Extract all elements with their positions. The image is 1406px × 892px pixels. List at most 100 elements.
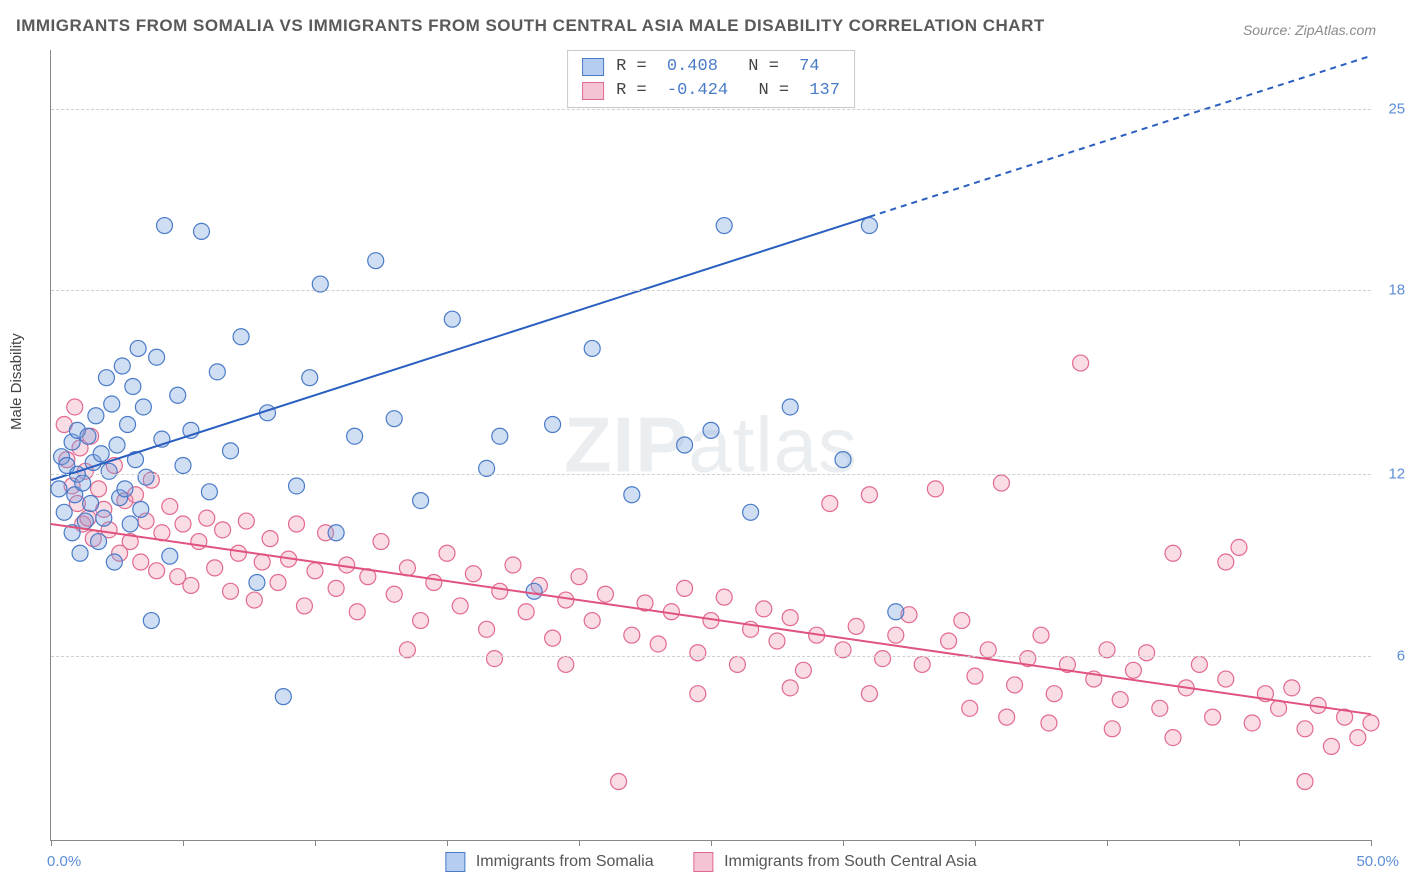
scatter-point xyxy=(624,487,640,503)
chart-svg xyxy=(51,50,1371,840)
scatter-point xyxy=(487,651,503,667)
scatter-point xyxy=(386,411,402,427)
x-tick xyxy=(1107,840,1108,846)
scatter-point xyxy=(133,554,149,570)
scatter-point xyxy=(558,656,574,672)
scatter-point xyxy=(1271,700,1287,716)
scatter-point xyxy=(207,560,223,576)
scatter-point xyxy=(1139,645,1155,661)
scatter-point xyxy=(1297,721,1313,737)
scatter-point xyxy=(199,510,215,526)
gridline-h xyxy=(51,474,1371,475)
scatter-point xyxy=(270,575,286,591)
scatter-point xyxy=(1231,539,1247,555)
x-max-label: 50.0% xyxy=(1356,853,1399,870)
scatter-point xyxy=(328,580,344,596)
scatter-point xyxy=(861,218,877,234)
scatter-point xyxy=(914,656,930,672)
scatter-point xyxy=(101,463,117,479)
scatter-point xyxy=(624,627,640,643)
scatter-point xyxy=(492,583,508,599)
scatter-point xyxy=(125,378,141,394)
scatter-point xyxy=(1112,692,1128,708)
scatter-point xyxy=(795,662,811,678)
scatter-point xyxy=(289,516,305,532)
scatter-point xyxy=(157,218,173,234)
scatter-point xyxy=(328,525,344,541)
x-min-label: 0.0% xyxy=(47,853,81,870)
scatter-point xyxy=(690,645,706,661)
scatter-point xyxy=(104,396,120,412)
scatter-point xyxy=(230,545,246,561)
scatter-point xyxy=(302,370,318,386)
scatter-point xyxy=(1297,773,1313,789)
x-tick xyxy=(843,840,844,846)
scatter-point xyxy=(848,618,864,634)
scatter-point xyxy=(191,534,207,550)
stats-n-somalia: 74 xyxy=(799,55,819,79)
scatter-point xyxy=(444,311,460,327)
scatter-point xyxy=(1104,721,1120,737)
stats-r-sca: -0.424 xyxy=(667,79,728,103)
scatter-point xyxy=(223,443,239,459)
scatter-point xyxy=(1191,656,1207,672)
scatter-point xyxy=(941,633,957,649)
scatter-point xyxy=(729,656,745,672)
scatter-point xyxy=(439,545,455,561)
scatter-point xyxy=(399,560,415,576)
scatter-point xyxy=(75,475,91,491)
scatter-point xyxy=(465,566,481,582)
scatter-point xyxy=(1041,715,1057,731)
scatter-point xyxy=(201,484,217,500)
scatter-point xyxy=(275,689,291,705)
scatter-point xyxy=(413,613,429,629)
stats-row-somalia: R = 0.408 N = 74 xyxy=(582,55,840,79)
x-tick xyxy=(579,840,580,846)
plot-area: ZIPatlas R = 0.408 N = 74 R = -0.424 N =… xyxy=(50,50,1371,841)
scatter-point xyxy=(349,604,365,620)
scatter-point xyxy=(93,446,109,462)
scatter-point xyxy=(1363,715,1379,731)
scatter-point xyxy=(133,501,149,517)
scatter-point xyxy=(249,575,265,591)
scatter-point xyxy=(782,680,798,696)
scatter-point xyxy=(1350,730,1366,746)
x-tick xyxy=(51,840,52,846)
x-tick xyxy=(183,840,184,846)
scatter-point xyxy=(650,636,666,652)
scatter-point xyxy=(183,577,199,593)
scatter-point xyxy=(769,633,785,649)
legend-swatch-somalia xyxy=(445,852,465,872)
scatter-point xyxy=(262,531,278,547)
scatter-point xyxy=(114,358,130,374)
stats-row-sca: R = -0.424 N = 137 xyxy=(582,79,840,103)
scatter-point xyxy=(72,545,88,561)
scatter-point xyxy=(611,773,627,789)
scatter-point xyxy=(175,516,191,532)
scatter-point xyxy=(223,583,239,599)
scatter-point xyxy=(193,223,209,239)
scatter-point xyxy=(962,700,978,716)
stats-swatch-somalia xyxy=(582,58,604,76)
regression-line xyxy=(869,56,1371,217)
scatter-point xyxy=(526,583,542,599)
scatter-point xyxy=(368,253,384,269)
chart-title: IMMIGRANTS FROM SOMALIA VS IMMIGRANTS FR… xyxy=(16,16,1045,36)
scatter-point xyxy=(954,613,970,629)
scatter-point xyxy=(143,613,159,629)
stats-r-label: R = xyxy=(616,79,657,103)
scatter-point xyxy=(597,586,613,602)
scatter-point xyxy=(703,422,719,438)
scatter-point xyxy=(170,387,186,403)
scatter-point xyxy=(822,496,838,512)
scatter-point xyxy=(254,554,270,570)
legend-bottom: Immigrants from Somalia Immigrants from … xyxy=(445,852,976,872)
scatter-point xyxy=(307,563,323,579)
scatter-point xyxy=(888,627,904,643)
y-tick-label: 18.8% xyxy=(1376,281,1406,298)
scatter-point xyxy=(149,563,165,579)
scatter-point xyxy=(289,478,305,494)
gridline-h xyxy=(51,290,1371,291)
scatter-point xyxy=(98,370,114,386)
stats-n-label: N = xyxy=(728,55,789,79)
